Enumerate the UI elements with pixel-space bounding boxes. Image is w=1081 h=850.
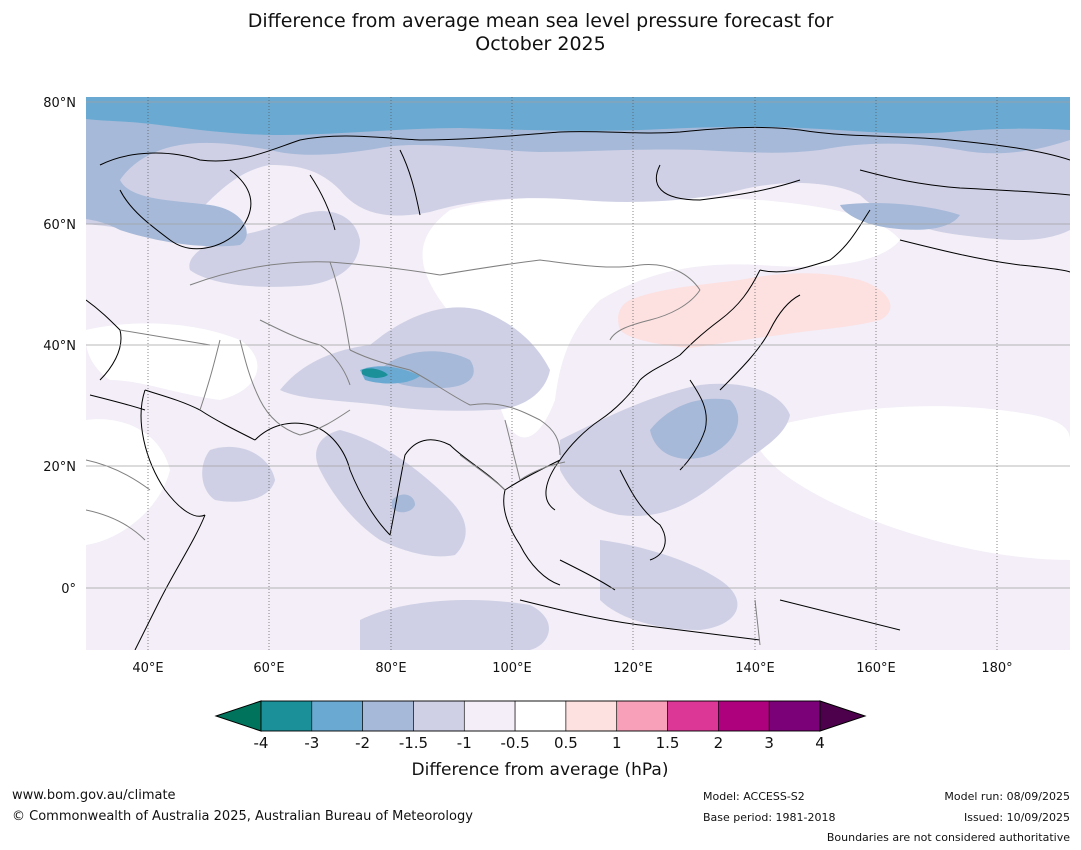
colorbar-outline [260,700,821,732]
coastlines [86,126,1070,650]
colorbar-segment [514,700,567,732]
anomaly-region-east-russia [840,203,960,230]
colorbar-tick-label: -1.5 [399,734,428,752]
colorbar-tick-label: -2 [355,734,370,752]
anomaly-region-arabian-sea [202,446,275,502]
website-link[interactable]: www.bom.gov.au/climate [12,788,176,803]
anomaly-region-arctic-strong [86,97,1070,135]
anomaly-region-indian-ocean [360,600,549,650]
colorbar-segment [718,700,770,732]
colorbar-tick-label: -3 [304,734,319,752]
colorbar-segment [768,700,821,732]
lon-label-100e: 100°E [492,661,532,676]
title-line-2: October 2025 [475,33,606,55]
colorbar-tick-label: 0.5 [554,734,578,752]
colorbar-tick-label: 1 [612,734,622,752]
colorbar-label: Difference from average (hPa) [412,760,669,780]
colorbar-segment [616,700,668,732]
base-period: Base period: 1981-2018 [703,811,836,824]
lon-label-140e: 140°E [735,661,775,676]
title-line-1: Difference from average mean sea level p… [247,10,834,32]
lat-label-60n: 60°N [43,218,76,233]
near-average-region-pacific [760,406,1070,560]
lat-label-80n: 80°N [43,96,76,111]
country-borders [86,259,761,646]
colorbar-tick-label: 2 [714,734,724,752]
longitude-gridlines [147,97,998,650]
copyright-text: © Commonwealth of Australia 2025, Austra… [12,809,473,824]
model-name: Model: ACCESS-S2 [703,790,805,803]
lon-label-120e: 120°E [613,661,653,676]
model-run-date: Model run: 08/09/2025 [944,790,1070,803]
lon-label-160e: 160°E [856,661,896,676]
colorbar-segment [463,700,516,732]
colorbar-segments [260,700,821,732]
chart-title: Difference from average mean sea level p… [0,10,1081,56]
anomaly-region-maritime [600,540,738,630]
anomaly-region-bay-of-bengal [392,494,415,513]
colorbar-segment [362,700,414,732]
colorbar-legend: -4 -3 -2 -1.5 -1 -0.5 0.5 1 1.5 2 3 4 Difference fr… [214,700,867,780]
anomaly-region-north-europe [86,97,1070,247]
lon-label-40e: 40°E [132,661,163,676]
near-average-region-middle-east [86,323,258,400]
colorbar-tick-labels: -4 -3 -2 -1.5 -1 -0.5 0.5 1 1.5 2 3 4 [254,734,825,752]
near-average-region-east-africa [86,419,170,545]
colorbar-tick-label: -0.5 [500,734,529,752]
colorbar-tick-label: -1 [457,734,472,752]
longitude-labels: 40°E 60°E 80°E 100°E 120°E 140°E 160°E 1… [132,661,1012,676]
lon-label-80e: 80°E [375,661,406,676]
colorbar-under-arrow [214,700,262,732]
boundaries-disclaimer: Boundaries are not considered authoritat… [826,831,1070,844]
colorbar-segment [260,700,313,732]
anomaly-region-pacific-core [650,398,739,459]
colorbar-tick-label: 4 [815,734,825,752]
colorbar-segment [413,700,465,732]
colorbar-tick-label: -4 [254,734,269,752]
colorbar-segment [565,700,618,732]
colorbar-segment [667,700,719,732]
colorbar-tick-label: 3 [764,734,774,752]
colorbar-tick-label: 1.5 [656,734,680,752]
lat-label-20n: 20°N [43,460,76,475]
pressure-anomaly-map: 80°N 60°N 40°N 20°N 0° 40°E 60°E 80°E 10… [43,96,1070,676]
latitude-gridlines [86,101,1070,589]
issued-date: Issued: 10/09/2025 [963,811,1070,824]
colorbar-over-arrow [819,700,867,732]
lat-label-40n: 40°N [43,339,76,354]
anomaly-region-west-siberia [189,211,360,287]
latitude-labels: 80°N 60°N 40°N 20°N 0° [43,96,76,597]
anomaly-region-northeast-asia-positive [618,273,891,348]
lon-label-180: 180° [981,661,1012,676]
lat-label-equator: 0° [61,582,76,597]
colorbar-segment [311,700,363,732]
anomaly-region-himalaya-strongest [362,368,388,378]
lon-label-60e: 60°E [253,661,284,676]
